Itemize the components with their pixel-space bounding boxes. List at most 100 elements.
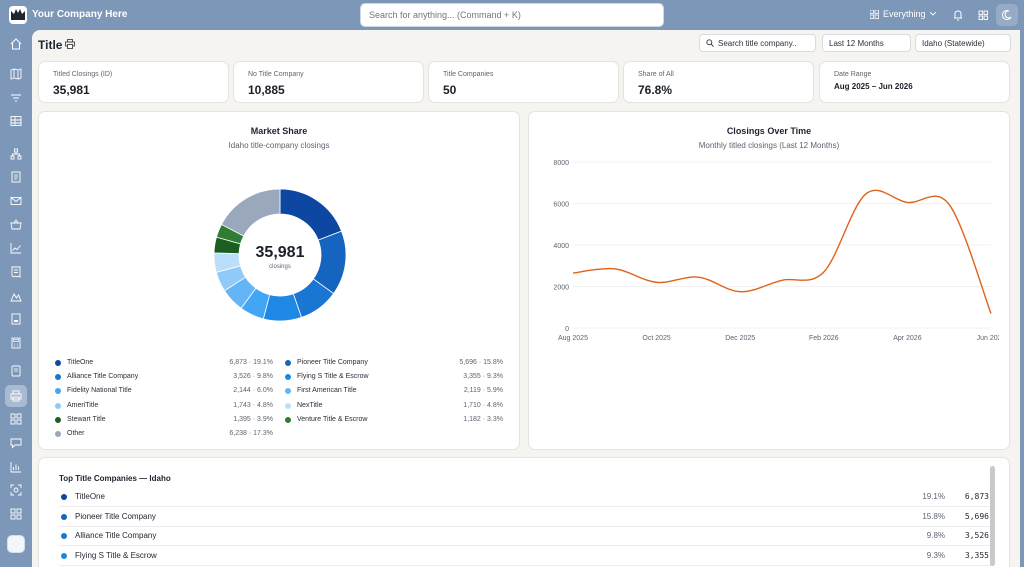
legend-value: 2,119 · 5.9%	[463, 387, 503, 395]
row-share: 15.8%	[922, 511, 945, 521]
apps-grid-icon[interactable]	[976, 8, 990, 22]
title-company-search-placeholder: Search title company..	[718, 38, 797, 48]
region-select-value: Idaho (Statewide)	[922, 38, 985, 48]
legend-label: Other	[67, 430, 85, 437]
table-row[interactable]: TitleOne 19.1% 6,873	[59, 488, 993, 507]
legend-swatch	[285, 360, 291, 366]
legend-value: 6,238 · 17.3%	[229, 430, 273, 437]
table-scrollbar[interactable]	[990, 466, 995, 566]
table-row[interactable]: Pioneer Title Company 15.8% 5,696	[59, 508, 993, 527]
legend-value: 1,710 · 4.8%	[463, 401, 503, 409]
scope-selector[interactable]: Everything	[870, 9, 936, 19]
legend-value: 2,144 · 6.0%	[233, 387, 273, 395]
legend-label: TitleOne	[67, 359, 94, 366]
trend-chart-icon[interactable]	[10, 242, 22, 254]
row-count: 6,873	[964, 492, 989, 501]
printer-icon[interactable]	[10, 390, 22, 402]
legend-swatch	[55, 360, 61, 366]
row-company-name: Pioneer Title Company	[75, 511, 156, 521]
legend-value: 5,696 · 15.8%	[459, 359, 503, 366]
y-tick-label: 6000	[553, 202, 569, 209]
map-icon[interactable]	[10, 68, 22, 80]
region-select[interactable]: Idaho (Statewide)	[915, 34, 1011, 52]
table-icon[interactable]	[10, 115, 22, 127]
stat-value: 76.8%	[638, 83, 673, 97]
stat-value: 35,981	[53, 83, 90, 97]
company-logo[interactable]	[9, 6, 27, 24]
bar-chart-icon[interactable]	[10, 461, 22, 473]
legend-value: 1,743 · 4.8%	[233, 401, 273, 409]
table-row[interactable]: Alliance Title Company 9.8% 3,526	[59, 527, 993, 546]
report-icon[interactable]	[10, 313, 22, 325]
table-row[interactable]: Flying S Title & Escrow 9.3% 3,355	[59, 547, 993, 566]
mail-icon[interactable]	[10, 195, 22, 207]
invoice-icon[interactable]	[10, 266, 22, 278]
calculator-icon[interactable]	[10, 337, 22, 349]
printer-icon[interactable]	[65, 39, 75, 49]
bell-icon[interactable]	[951, 8, 965, 22]
filter-icon[interactable]	[10, 92, 22, 104]
line-chart: 0 2000 4000 6000 8000 Aug 2025 Oct 2025 Dec 202…	[553, 160, 999, 342]
y-tick-label: 0	[565, 326, 569, 333]
stat-value: 50	[443, 83, 457, 97]
mountain-chart-icon[interactable]	[10, 290, 22, 302]
basket-icon[interactable]	[10, 219, 22, 231]
row-share: 9.3%	[926, 550, 945, 560]
stat-label: Date Range	[834, 71, 872, 78]
row-share: 9.8%	[926, 531, 945, 540]
stat-card-no-title-company: No Title Company 10,885	[233, 61, 424, 103]
row-count: 5,696	[964, 511, 989, 521]
stat-card-title-companies: Title Companies 50	[428, 61, 619, 103]
row-company-name: Flying S Title & Escrow	[75, 550, 157, 560]
document-icon[interactable]	[10, 171, 22, 183]
user-avatar[interactable]	[7, 535, 25, 553]
x-tick-label: Aug 2025	[558, 335, 588, 342]
legend-swatch	[285, 374, 291, 381]
hierarchy-icon[interactable]	[10, 148, 22, 160]
series-line-closings[interactable]	[572, 189, 992, 314]
row-count: 3,355	[964, 550, 989, 560]
dashboard-icon[interactable]	[10, 508, 22, 520]
y-tick-label: 8000	[553, 160, 569, 167]
legend-label: Venture Title & Escrow	[297, 415, 368, 423]
x-tick-label: Dec 2025	[725, 335, 755, 342]
chevron-down-icon	[929, 12, 936, 16]
row-swatch	[61, 494, 67, 500]
chat-icon[interactable]	[10, 437, 22, 449]
legend-value: 1,182 · 3.3%	[463, 415, 503, 423]
legend-swatch	[55, 416, 61, 423]
legend-label: AmeriTitle	[67, 401, 99, 409]
home-icon[interactable]	[10, 38, 22, 50]
x-tick-label: Oct 2025	[642, 335, 671, 342]
legend-label: NexTitle	[297, 401, 323, 409]
legend-swatch	[55, 388, 61, 395]
receipt-icon[interactable]	[10, 365, 22, 377]
row-swatch	[61, 513, 67, 520]
legend-swatch	[285, 388, 291, 395]
company-name: Your Company Here	[32, 9, 128, 20]
theme-toggle[interactable]	[996, 4, 1018, 26]
global-search-input[interactable]	[360, 3, 664, 27]
donut-center-value: 35,981	[256, 244, 305, 261]
y-tick-label: 2000	[553, 285, 569, 292]
donut-slice-titleone[interactable]	[279, 188, 343, 241]
x-tick-label: Feb 2026	[809, 335, 839, 342]
legend-value: 6,873 · 19.1%	[229, 359, 273, 366]
legend-label: First American Title	[297, 387, 357, 395]
period-select[interactable]: Last 12 Months	[822, 34, 911, 52]
stat-value: Aug 2025 – Jun 2026	[834, 82, 913, 91]
legend-label: Stewart Title	[67, 415, 106, 423]
title-company-search[interactable]: Search title company..	[699, 34, 816, 52]
donut-center-label: closings	[269, 264, 291, 270]
scan-icon[interactable]	[10, 484, 22, 496]
row-swatch	[61, 533, 67, 539]
legend-swatch	[55, 431, 61, 437]
donut-slice-other[interactable]	[220, 188, 281, 237]
legend-swatch	[285, 402, 291, 409]
legend-label: Flying S Title & Escrow	[297, 373, 369, 381]
row-company-name: Alliance Title Company	[75, 531, 157, 540]
legend-value: 3,355 · 9.3%	[463, 373, 503, 381]
legend-label: Fidelity National Title	[67, 387, 132, 395]
grid-list-icon[interactable]	[10, 413, 22, 425]
x-tick-label: Apr 2026	[893, 335, 922, 342]
